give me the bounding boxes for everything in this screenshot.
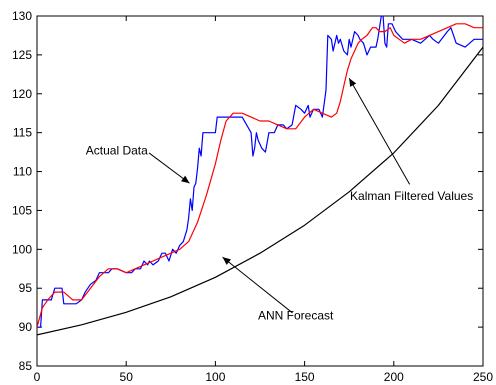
y-tick-label: 130	[12, 9, 32, 23]
y-tick-label: 105	[12, 203, 32, 217]
x-tick-label: 100	[205, 370, 225, 384]
annotation-arrowhead	[349, 78, 357, 87]
annotation-arrowhead	[181, 175, 190, 184]
annotation-label: ANN Forecast	[258, 308, 334, 322]
y-tick-label: 115	[13, 126, 32, 140]
series-ann-line	[37, 46, 483, 336]
series-actual-line	[37, 16, 483, 328]
x-tick-label: 150	[295, 370, 315, 384]
x-tick-label: 50	[120, 370, 134, 384]
series-kalman-line	[37, 23, 483, 328]
y-tick-label: 100	[12, 242, 32, 256]
plot-area: 0 50 100 150 200 250 85 90 95 100 105 110 115 120 125 1…	[12, 9, 493, 384]
y-tick-label: 125	[12, 48, 32, 62]
annotation-label: Kalman Filtered Values	[350, 189, 473, 203]
x-tick-label: 250	[473, 370, 493, 384]
y-tick-label: 110	[13, 165, 32, 179]
annotation-arrow	[148, 152, 190, 184]
y-tick-label: 120	[12, 87, 32, 101]
x-tick-label: 200	[384, 370, 404, 384]
y-tick-label: 85	[19, 359, 33, 373]
annotation-label: Actual Data	[86, 144, 148, 158]
y-tick-label: 90	[19, 320, 33, 334]
annotation-arrowhead	[222, 257, 231, 265]
axes-box	[36, 15, 484, 367]
x-tick-label: 0	[34, 370, 41, 384]
annotation-arrow	[348, 77, 411, 185]
y-tick-label: 95	[19, 281, 33, 295]
annotation-arrow	[222, 256, 293, 314]
